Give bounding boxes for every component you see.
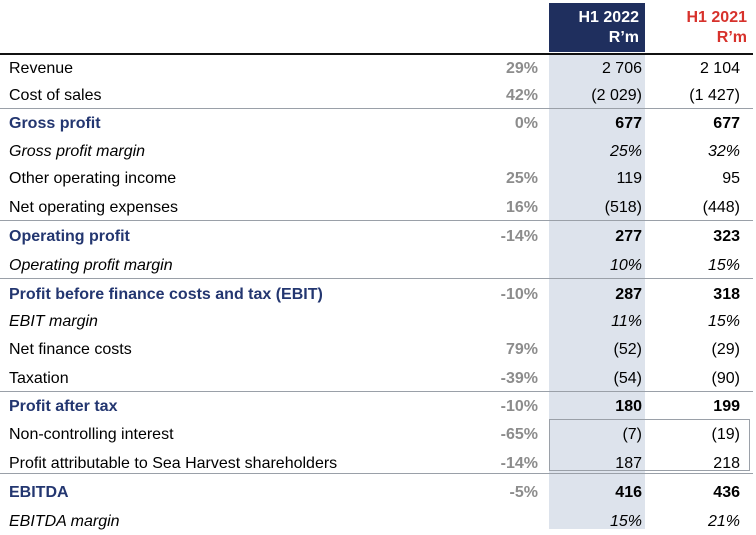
row-value-h1-2022: 180 (615, 398, 642, 415)
row-value-h1-2021: (90) (711, 370, 740, 387)
row-value-h1-2021: 677 (713, 115, 740, 132)
row-change-percent: -65% (500, 426, 538, 443)
column-header-h1-2021: H1 2021 R’m (647, 3, 753, 52)
row-label: Other operating income (9, 170, 177, 187)
table-row: Gross profit margin 25% 32% (0, 139, 756, 165)
row-value-h1-2022: (54) (613, 370, 642, 387)
table-row: Taxation -39% (54) (90) (0, 366, 756, 392)
row-change-percent: 79% (505, 341, 538, 358)
row-value-h1-2022: (52) (613, 341, 642, 358)
row-label: Cost of sales (9, 87, 102, 104)
row-value-h1-2022: (7) (622, 426, 642, 443)
divider-operating-profit (0, 220, 753, 221)
row-label: Profit attributable to Sea Harvest share… (9, 455, 338, 472)
divider-profit-after-tax (0, 391, 753, 392)
row-value-h1-2022: 25% (609, 143, 642, 160)
row-value-h1-2022: 10% (609, 257, 642, 274)
column-header-h1-2021-unit: R’m (716, 29, 747, 46)
row-value-h1-2021: 15% (707, 257, 740, 274)
row-value-h1-2021: 318 (713, 286, 740, 303)
table-row: Revenue 29% 2 706 2 104 (0, 56, 756, 82)
row-change-percent: 0% (514, 115, 538, 132)
row-value-h1-2021: 2 104 (699, 60, 740, 77)
table-row: Net operating expenses 16% (518) (448) (0, 195, 756, 221)
column-header-h1-2022: H1 2022 R’m (549, 3, 645, 52)
row-value-h1-2021: 15% (707, 313, 740, 330)
row-label: Operating profit (9, 228, 130, 245)
row-value-h1-2021: 199 (713, 398, 740, 415)
table-row: Cost of sales 42% (2 029) (1 427) (0, 83, 756, 109)
row-label: Non-controlling interest (9, 426, 174, 443)
divider-ebit (0, 278, 753, 279)
row-change-percent: -14% (500, 455, 538, 472)
row-change-percent: -5% (509, 484, 538, 501)
row-change-percent: 29% (505, 60, 538, 77)
row-label: Profit before finance costs and tax (EBI… (9, 286, 323, 303)
table-row: EBIT margin 11% 15% (0, 309, 756, 335)
row-value-h1-2021: (448) (702, 199, 740, 216)
h1-2022-column-shading (549, 54, 645, 529)
table-row: Gross profit 0% 677 677 (0, 111, 756, 137)
row-value-h1-2021: 95 (722, 170, 740, 187)
table-row: Profit attributable to Sea Harvest share… (0, 451, 756, 477)
row-value-h1-2021: 21% (707, 513, 740, 530)
row-value-h1-2021: 32% (707, 143, 740, 160)
table-row: Non-controlling interest -65% (7) (19) (0, 422, 756, 448)
row-value-h1-2021: (1 427) (689, 87, 740, 104)
row-value-h1-2022: (2 029) (591, 87, 642, 104)
row-value-h1-2021: (19) (711, 426, 740, 443)
row-value-h1-2022: 277 (615, 228, 642, 245)
divider-ebitda (0, 473, 753, 474)
table-row: Other operating income 25% 119 95 (0, 166, 756, 192)
row-value-h1-2022: 416 (615, 484, 642, 501)
column-header-h1-2021-period: H1 2021 (686, 9, 748, 26)
row-change-percent: -39% (500, 370, 538, 387)
table-row: EBITDA -5% 416 436 (0, 480, 756, 506)
row-value-h1-2022: 11% (611, 313, 642, 330)
row-label: Taxation (9, 370, 69, 387)
row-change-percent: -14% (500, 228, 538, 245)
row-value-h1-2022: 2 706 (601, 60, 642, 77)
row-label: Operating profit margin (9, 257, 173, 274)
divider-gross-profit (0, 108, 753, 109)
header-rule (0, 53, 753, 55)
row-value-h1-2021: 436 (713, 484, 740, 501)
table-row: Operating profit margin 10% 15% (0, 253, 756, 279)
row-change-percent: 25% (505, 170, 538, 187)
row-value-h1-2022: 187 (615, 455, 642, 472)
column-header-h1-2022-unit: R’m (608, 29, 639, 46)
row-label: Gross profit margin (9, 143, 146, 160)
table-row: Profit after tax -10% 180 199 (0, 394, 756, 420)
row-change-percent: 16% (505, 199, 538, 216)
attribution-box (549, 419, 750, 471)
row-value-h1-2022: 287 (615, 286, 642, 303)
row-label: Revenue (9, 60, 74, 77)
row-label: Net operating expenses (9, 199, 178, 216)
row-change-percent: -10% (500, 398, 538, 415)
row-label: Profit after tax (9, 398, 118, 415)
row-value-h1-2022: 677 (615, 115, 642, 132)
row-label: Gross profit (9, 115, 101, 132)
row-label: Net finance costs (9, 341, 132, 358)
row-value-h1-2022: 15% (609, 513, 642, 530)
table-row: Profit before finance costs and tax (EBI… (0, 282, 756, 308)
row-value-h1-2022: (518) (604, 199, 642, 216)
table-row: EBITDA margin 15% 21% (0, 509, 756, 535)
column-header-h1-2022-period: H1 2022 (578, 9, 640, 26)
row-value-h1-2021: 323 (713, 228, 740, 245)
row-value-h1-2021: 218 (713, 455, 740, 472)
row-value-h1-2022: 119 (616, 170, 642, 187)
row-value-h1-2021: (29) (711, 341, 740, 358)
table-row: Net finance costs 79% (52) (29) (0, 337, 756, 363)
table-row: Operating profit -14% 277 323 (0, 224, 756, 250)
row-change-percent: 42% (505, 87, 538, 104)
row-label: EBIT margin (9, 313, 98, 330)
row-label: EBITDA margin (9, 513, 120, 530)
row-change-percent: -10% (500, 286, 538, 303)
row-label: EBITDA (9, 484, 69, 501)
